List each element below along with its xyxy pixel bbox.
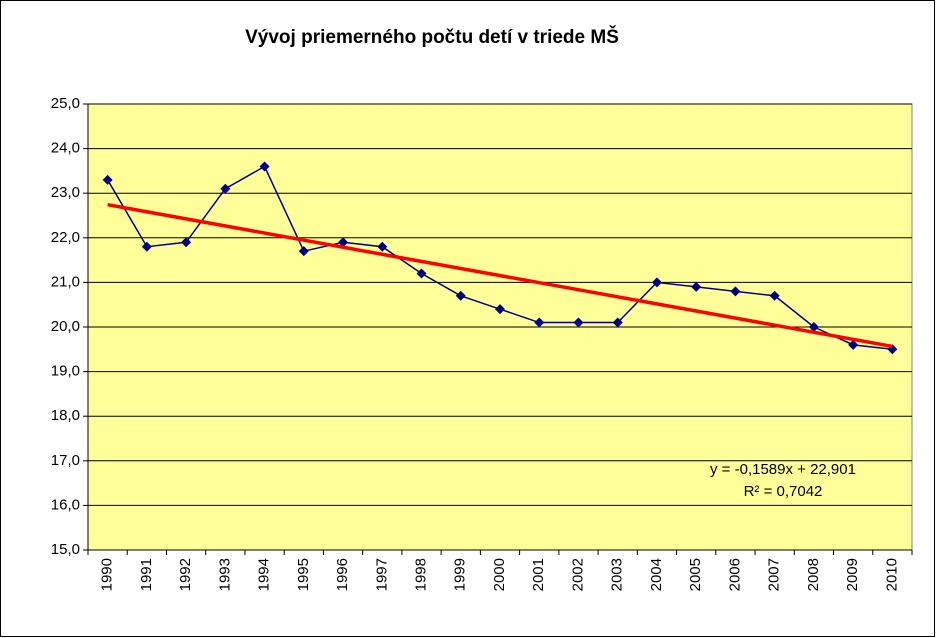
data-point	[769, 290, 780, 301]
x-tick-label: 1991	[138, 558, 155, 591]
data-point	[534, 317, 545, 328]
trendline-r2: R² = 0,7042	[744, 483, 823, 500]
y-tick-label: 21,0	[51, 273, 80, 290]
x-tick-label: 1997	[373, 558, 390, 591]
x-tick-label: 2010	[883, 558, 900, 591]
x-tick-label: 1999	[452, 558, 469, 591]
data-point	[848, 339, 859, 350]
data-point	[298, 246, 309, 257]
x-tick-label: 2007	[766, 558, 783, 591]
trendline-equation: y = -0,1589x + 22,901	[710, 461, 856, 478]
data-point	[691, 281, 702, 292]
data-point	[651, 277, 662, 288]
data-point	[181, 237, 192, 248]
data-point	[808, 322, 819, 332]
trendline	[107, 202, 893, 349]
y-tick-label: 19,0	[51, 363, 80, 380]
y-tick-label: 15,0	[51, 541, 80, 558]
y-tick-label: 17,0	[51, 452, 80, 469]
x-tick-label: 2003	[609, 558, 626, 591]
data-point	[377, 241, 388, 252]
y-tick-label: 22,0	[51, 229, 80, 246]
data-point	[455, 290, 466, 301]
x-tick-label: 2001	[530, 558, 547, 591]
data-point	[259, 161, 270, 172]
data-point	[102, 174, 113, 185]
data-point	[612, 317, 623, 328]
x-tick-label: 1996	[334, 558, 351, 591]
data-point	[338, 237, 349, 248]
x-tick-label: 2006	[726, 558, 743, 591]
data-point	[141, 241, 152, 252]
y-tick-label: 24,0	[51, 140, 80, 157]
x-tick-label: 2002	[569, 558, 586, 591]
x-tick-label: 1990	[99, 558, 116, 591]
data-point	[573, 317, 584, 328]
data-point	[220, 183, 231, 194]
x-tick-label: 1994	[256, 558, 273, 591]
x-tick-label: 1993	[216, 558, 233, 591]
y-tick-label: 23,0	[51, 184, 80, 201]
y-tick-label: 16,0	[51, 496, 80, 513]
y-tick-label: 18,0	[51, 407, 80, 424]
x-tick-label: 2004	[648, 558, 665, 591]
x-tick-label: 1992	[177, 558, 194, 591]
x-tick-label: 2000	[491, 558, 508, 591]
chart-title: Vývoj priemerného počtu detí v triede MŠ	[245, 26, 619, 48]
x-tick-label: 2008	[805, 558, 822, 591]
y-tick-label: 25,0	[51, 95, 80, 112]
data-point	[730, 286, 741, 297]
x-tick-label: 1995	[295, 558, 312, 591]
y-tick-label: 20,0	[51, 318, 80, 335]
x-tick-label: 2005	[687, 558, 704, 591]
x-tick-label: 2009	[844, 558, 861, 591]
data-point	[416, 268, 427, 279]
data-point	[495, 304, 505, 315]
x-tick-label: 1998	[412, 558, 429, 591]
